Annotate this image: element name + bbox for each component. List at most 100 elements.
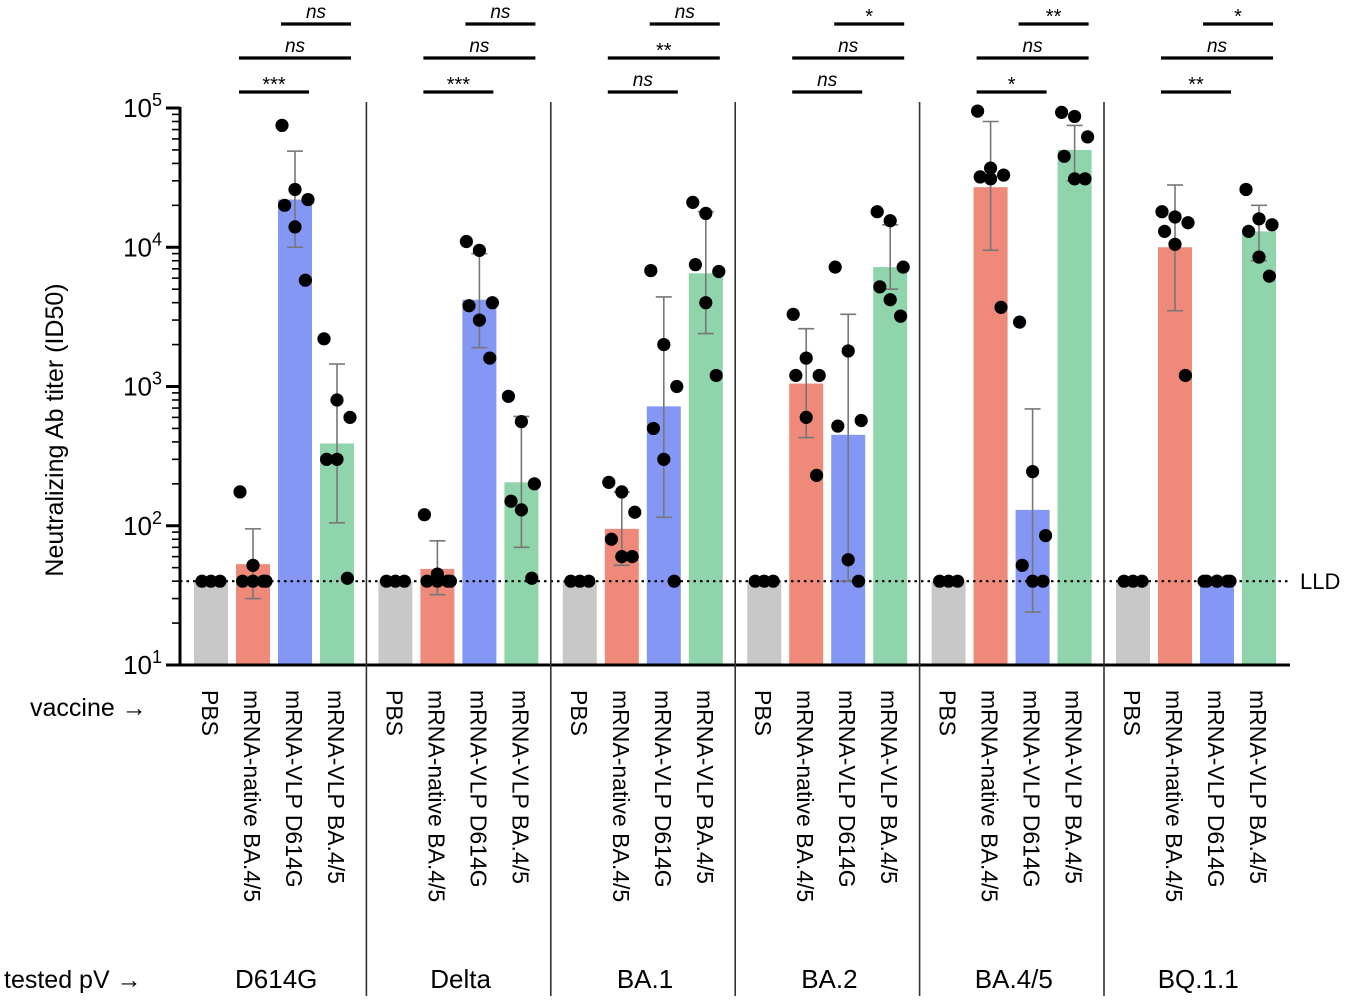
bar-0-2	[278, 199, 312, 666]
bar-1-0	[378, 581, 413, 665]
data-point-5-1-3	[1158, 224, 1172, 238]
bar-2-3	[688, 273, 723, 665]
data-point-5-1-1	[1168, 210, 1182, 224]
vaccine-label-0-0: PBS	[197, 690, 223, 736]
vaccine-label-2-3: mRNA-VLP BA.4/5	[692, 690, 718, 884]
data-point-1-3-0	[501, 389, 515, 403]
data-point-3-3-2	[896, 260, 910, 274]
group-label-3: BA.2	[801, 964, 857, 994]
data-point-4-0-2	[951, 574, 965, 588]
data-point-0-3-3	[320, 452, 334, 466]
y-tick-exponent-2: 3	[152, 369, 162, 389]
data-point-0-3-5	[340, 571, 354, 585]
data-point-1-3-3	[504, 494, 518, 508]
y-axis-label: Neutralizing Ab titer (ID50)	[41, 283, 69, 576]
y-tick-exponent-0: 1	[152, 647, 162, 667]
y-tick-exponent-3: 4	[152, 229, 162, 249]
vaccine-label-1-1: mRNA-native BA.4/5	[423, 690, 449, 902]
data-point-3-3-1	[883, 214, 897, 228]
data-point-1-1-5	[441, 574, 455, 588]
vaccine-label-2-1: mRNA-native BA.4/5	[608, 690, 634, 902]
data-point-1-2-0	[459, 234, 473, 249]
sig-label-1-1: ns	[469, 36, 490, 57]
sig-label-0-2: ns	[306, 2, 327, 23]
y-tick-label-0: 101	[123, 647, 162, 680]
y-tick-label-1: 102	[123, 508, 162, 541]
data-point-0-2-3	[278, 198, 292, 212]
data-point-1-2-2	[485, 296, 499, 310]
bar-4-0	[931, 581, 966, 665]
data-point-5-3-3	[1242, 224, 1256, 238]
data-point-1-1-3	[420, 574, 434, 588]
data-point-5-3-5	[1262, 269, 1276, 283]
data-point-4-2-2	[1039, 528, 1053, 543]
data-point-2-2-5	[667, 574, 681, 588]
sig-label-1-0: ***	[447, 74, 471, 96]
vaccine-label-3-1: mRNA-native BA.4/5	[792, 690, 818, 902]
data-point-1-0-2	[397, 574, 411, 588]
data-point-0-1-5	[256, 574, 270, 588]
data-point-2-3-2	[712, 264, 726, 279]
data-point-3-1-1	[799, 351, 813, 365]
data-point-0-2-0	[275, 118, 289, 132]
vaccine-label-5-2: mRNA-VLP D614G	[1203, 690, 1229, 888]
y-tick-base-3: 10	[123, 232, 152, 262]
data-point-3-1-4	[799, 410, 813, 424]
sig-label-3-1: ns	[838, 36, 859, 57]
data-point-1-2-5	[483, 351, 497, 365]
sig-label-5-2: *	[1234, 6, 1242, 28]
data-point-0-3-2	[343, 410, 357, 424]
data-point-2-3-4	[699, 296, 713, 310]
vaccine-label-4-0: PBS	[935, 690, 961, 736]
bar-5-3	[1242, 231, 1276, 665]
data-point-2-1-5	[625, 550, 639, 564]
vaccine-label-5-0: PBS	[1119, 690, 1145, 736]
data-point-4-1-1	[984, 161, 998, 175]
data-point-2-1-0	[602, 475, 616, 489]
data-point-2-2-2	[670, 379, 684, 394]
data-point-4-2-1	[1026, 464, 1040, 479]
sig-label-4-0: *	[1008, 74, 1016, 96]
data-point-2-1-4	[615, 550, 629, 564]
data-point-0-2-2	[301, 192, 315, 207]
vaccine-label-3-3: mRNA-VLP BA.4/5	[876, 690, 902, 884]
sig-label-2-0: ns	[633, 70, 654, 91]
sig-label-4-2: **	[1046, 6, 1062, 28]
sig-label-4-1: ns	[1023, 36, 1044, 57]
group-label-0: D614G	[235, 964, 317, 994]
data-point-5-3-1	[1252, 212, 1266, 226]
data-point-3-3-4	[883, 293, 897, 307]
data-point-2-1-2	[628, 505, 642, 519]
y-tick-base-0: 10	[123, 650, 152, 680]
data-point-4-3-0	[1055, 105, 1069, 119]
data-point-4-3-2	[1081, 130, 1095, 144]
data-point-0-3-1	[330, 393, 344, 407]
data-point-2-3-1	[699, 206, 713, 221]
data-point-2-2-0	[644, 263, 658, 278]
data-point-1-1-0	[417, 508, 431, 522]
data-point-1-2-1	[472, 243, 486, 257]
data-point-5-1-2	[1181, 216, 1195, 230]
data-point-1-3-5	[525, 571, 539, 585]
data-point-5-2-4	[1210, 574, 1224, 588]
sig-label-2-2: ns	[675, 2, 696, 23]
data-point-0-1-3	[236, 574, 250, 588]
vaccine-label-4-1: mRNA-native BA.4/5	[977, 690, 1003, 902]
data-point-3-2-1	[841, 344, 855, 358]
error-bars-layer	[245, 120, 1267, 613]
bar-5-2	[1200, 581, 1234, 665]
data-point-4-2-0	[1013, 315, 1027, 329]
sig-label-3-2: *	[865, 6, 873, 28]
data-point-4-1-5	[994, 300, 1008, 314]
bar-4-1	[973, 187, 1008, 665]
vaccine-label-3-0: PBS	[750, 690, 776, 736]
data-point-5-3-0	[1239, 182, 1253, 197]
data-point-3-2-2	[854, 413, 868, 428]
data-point-0-3-4	[330, 452, 344, 466]
data-point-3-3-3	[873, 280, 887, 294]
data-point-5-3-4	[1252, 250, 1266, 264]
data-point-1-1-4	[430, 574, 444, 588]
lld-label: LLD	[1300, 569, 1340, 594]
data-point-3-1-2	[812, 368, 826, 383]
